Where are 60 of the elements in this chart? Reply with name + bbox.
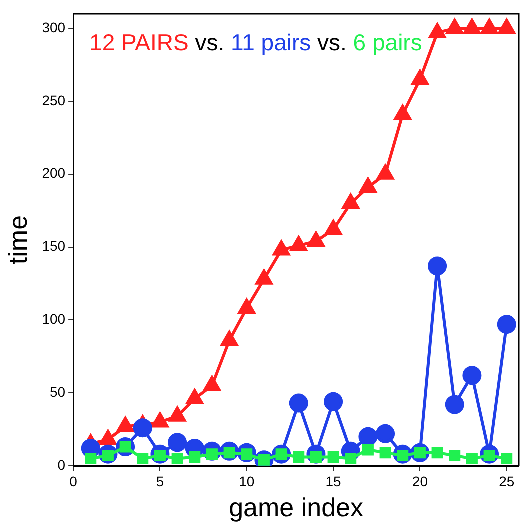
point <box>360 178 377 194</box>
point <box>432 447 444 459</box>
text: 11 pairs <box>231 29 312 56</box>
x-tick-label: 5 <box>156 473 164 490</box>
point <box>377 164 394 180</box>
point <box>498 19 516 34</box>
point <box>273 240 290 256</box>
point <box>293 452 305 463</box>
y-tick-label: 250 <box>42 92 66 108</box>
y-tick-label: 100 <box>42 311 66 328</box>
y-axis-title: time <box>2 215 33 265</box>
point <box>325 220 342 236</box>
point <box>380 447 392 459</box>
point <box>168 433 188 452</box>
point <box>362 444 374 456</box>
point <box>412 70 429 86</box>
x-tick-label: 25 <box>499 473 515 490</box>
point <box>290 236 308 252</box>
y-tick-label: 200 <box>42 165 66 182</box>
point <box>501 452 513 464</box>
x-tick-label: 20 <box>412 473 428 490</box>
point <box>137 452 149 464</box>
point <box>394 105 412 120</box>
point <box>308 232 325 247</box>
point <box>464 19 481 34</box>
x-axis-title: game index <box>229 492 364 523</box>
point <box>256 270 273 285</box>
point <box>238 299 256 314</box>
point <box>466 452 478 464</box>
x-tick-label: 0 <box>70 473 78 490</box>
point <box>428 256 448 276</box>
point <box>446 19 464 34</box>
annotation: vs. <box>311 29 354 56</box>
point <box>133 418 152 438</box>
point <box>358 427 378 446</box>
point <box>328 452 340 463</box>
text: 6 pairs <box>353 29 422 56</box>
point <box>345 452 357 464</box>
x-tick-label: 10 <box>239 473 255 490</box>
y-tick-label: 50 <box>50 384 66 400</box>
y-tick-label: 0 <box>58 456 66 473</box>
point <box>324 392 344 412</box>
point <box>172 452 184 464</box>
point <box>497 315 516 334</box>
point <box>85 452 97 464</box>
text: 12 PAIRS <box>90 29 189 56</box>
point <box>462 366 482 386</box>
point <box>481 19 498 34</box>
y-tick-label: 300 <box>42 19 66 36</box>
point <box>289 394 308 413</box>
point <box>449 450 461 462</box>
annotation: vs. <box>188 29 232 56</box>
y-tick-label: 150 <box>42 238 66 254</box>
point <box>221 331 238 346</box>
point <box>342 194 360 210</box>
x-tick-label: 15 <box>326 473 342 490</box>
point <box>445 395 464 414</box>
point <box>189 452 201 463</box>
point <box>376 424 396 444</box>
point <box>429 23 446 38</box>
